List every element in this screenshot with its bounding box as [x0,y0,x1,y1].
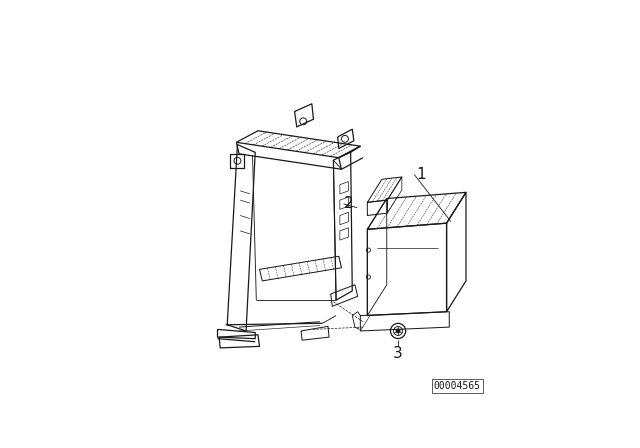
Text: 1: 1 [417,167,426,182]
Circle shape [396,328,401,333]
Text: 3: 3 [393,346,403,361]
Text: 00004565: 00004565 [434,381,481,391]
Text: 2: 2 [344,196,353,211]
